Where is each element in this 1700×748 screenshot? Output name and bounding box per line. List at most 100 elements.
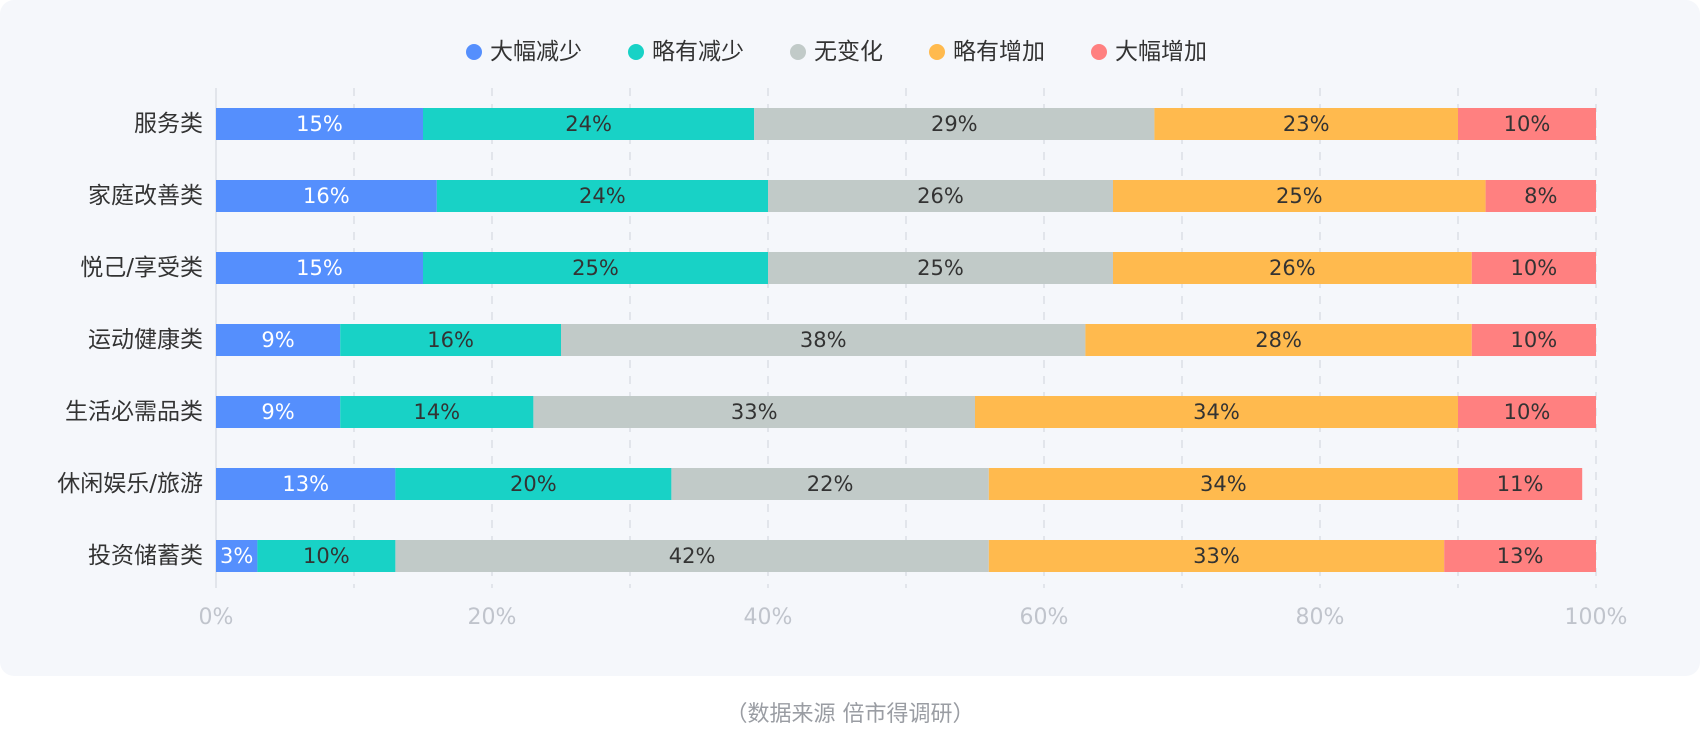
legend-item: 大幅增加 <box>1091 39 1207 65</box>
data-label: 15% <box>296 256 343 280</box>
data-label: 14% <box>413 400 460 424</box>
data-label: 25% <box>572 256 619 280</box>
bar-segment <box>1458 108 1596 140</box>
legend-label: 无变化 <box>814 39 883 65</box>
bar-segment <box>1113 180 1486 212</box>
legend-label: 略有减少 <box>652 39 744 65</box>
bar-segment <box>216 108 423 140</box>
data-label: 24% <box>565 112 612 136</box>
bar-segment <box>216 396 341 428</box>
bar-segment <box>340 324 561 356</box>
bar-segment <box>257 540 396 572</box>
legend-swatch <box>929 44 945 60</box>
data-label: 16% <box>427 328 474 352</box>
data-label: 23% <box>1283 112 1330 136</box>
category-label: 休闲娱乐/旅游 <box>57 471 203 497</box>
x-tick-label: 0% <box>199 605 234 630</box>
bar-segment <box>533 396 975 428</box>
legend-label: 大幅增加 <box>1115 39 1207 65</box>
x-tick-label: 60% <box>1020 605 1069 630</box>
bar-segment <box>1458 468 1583 500</box>
category-label: 生活必需品类 <box>65 399 203 425</box>
x-tick-label: 40% <box>744 605 793 630</box>
data-label: 33% <box>1193 544 1240 568</box>
data-label: 22% <box>807 472 854 496</box>
legend-swatch <box>466 44 482 60</box>
bar-segment <box>423 252 768 284</box>
data-label: 20% <box>510 472 557 496</box>
data-label: 9% <box>261 400 294 424</box>
bar-segment <box>1471 324 1596 356</box>
data-label: 24% <box>579 184 626 208</box>
bar-segment <box>395 468 672 500</box>
bar-segment <box>1154 108 1458 140</box>
data-label: 13% <box>282 472 329 496</box>
data-label: 11% <box>1497 472 1544 496</box>
data-label: 10% <box>1511 328 1558 352</box>
bar-segment <box>1471 252 1596 284</box>
data-label: 8% <box>1524 184 1557 208</box>
legend-swatch <box>790 44 806 60</box>
legend-item: 大幅减少 <box>466 39 582 65</box>
x-tick-label: 100% <box>1565 605 1628 630</box>
bar-segment <box>423 108 755 140</box>
bar-segment <box>988 468 1458 500</box>
legend-item: 无变化 <box>790 39 883 65</box>
chart-panel: 0% 20% 40% 60% 80% 100% 服务类 15% 24% 29% 23% 10% 家庭改善… <box>57 39 1628 630</box>
bar-segment <box>395 540 989 572</box>
legend-item: 略有增加 <box>929 39 1045 65</box>
legend-swatch <box>628 44 644 60</box>
bar-segment <box>561 324 1086 356</box>
category-label: 服务类 <box>134 111 203 137</box>
data-label: 34% <box>1200 472 1247 496</box>
stacked-bar-chart: 0% 20% 40% 60% 80% 100% 服务类 15% 24% 29% 23% 10% 家庭改善… <box>57 39 1628 630</box>
data-label: 3% <box>220 544 253 568</box>
category-label: 运动健康类 <box>88 327 203 353</box>
data-label: 13% <box>1497 544 1544 568</box>
source-note: （数据来源 倍市得调研） <box>725 702 975 727</box>
bar-segment <box>436 180 768 212</box>
data-label: 10% <box>1511 256 1558 280</box>
data-label: 10% <box>303 544 350 568</box>
category-label: 悦己/享受类 <box>80 255 203 281</box>
bar-segment <box>768 180 1113 212</box>
bar-segment <box>216 252 423 284</box>
category-label: 家庭改善类 <box>88 183 203 209</box>
data-label: 10% <box>1504 112 1551 136</box>
data-label: 26% <box>1269 256 1316 280</box>
legend-item: 略有减少 <box>628 39 744 65</box>
bar-segment <box>754 108 1155 140</box>
data-label: 29% <box>931 112 978 136</box>
data-label: 16% <box>303 184 350 208</box>
data-label: 10% <box>1504 400 1551 424</box>
x-tick-label: 80% <box>1296 605 1345 630</box>
legend-swatch <box>1091 44 1107 60</box>
data-label: 42% <box>669 544 716 568</box>
legend-label: 略有增加 <box>953 39 1045 65</box>
data-label: 28% <box>1255 328 1302 352</box>
data-label: 15% <box>296 112 343 136</box>
data-label: 33% <box>731 400 778 424</box>
bar-segment <box>1085 324 1472 356</box>
data-label: 25% <box>1276 184 1323 208</box>
legend: 大幅减少 略有减少 无变化 略有增加 大幅增加 <box>466 39 1207 65</box>
bar-segment <box>975 396 1458 428</box>
bar-segment <box>988 540 1445 572</box>
legend-label: 大幅减少 <box>490 39 582 65</box>
bar-segment <box>216 468 396 500</box>
gridlines <box>215 88 1597 588</box>
bar-segment <box>216 180 437 212</box>
data-label: 25% <box>917 256 964 280</box>
bar-segment <box>1458 396 1596 428</box>
bar-segment <box>1113 252 1472 284</box>
x-tick-label: 20% <box>468 605 517 630</box>
data-label: 9% <box>261 328 294 352</box>
bar-segment <box>216 540 258 572</box>
data-label: 38% <box>800 328 847 352</box>
bar-segment <box>768 252 1113 284</box>
bar-segment <box>216 324 341 356</box>
bar-segment <box>340 396 534 428</box>
bar-segment <box>1485 180 1596 212</box>
bar-segment <box>671 468 989 500</box>
data-label: 34% <box>1193 400 1240 424</box>
